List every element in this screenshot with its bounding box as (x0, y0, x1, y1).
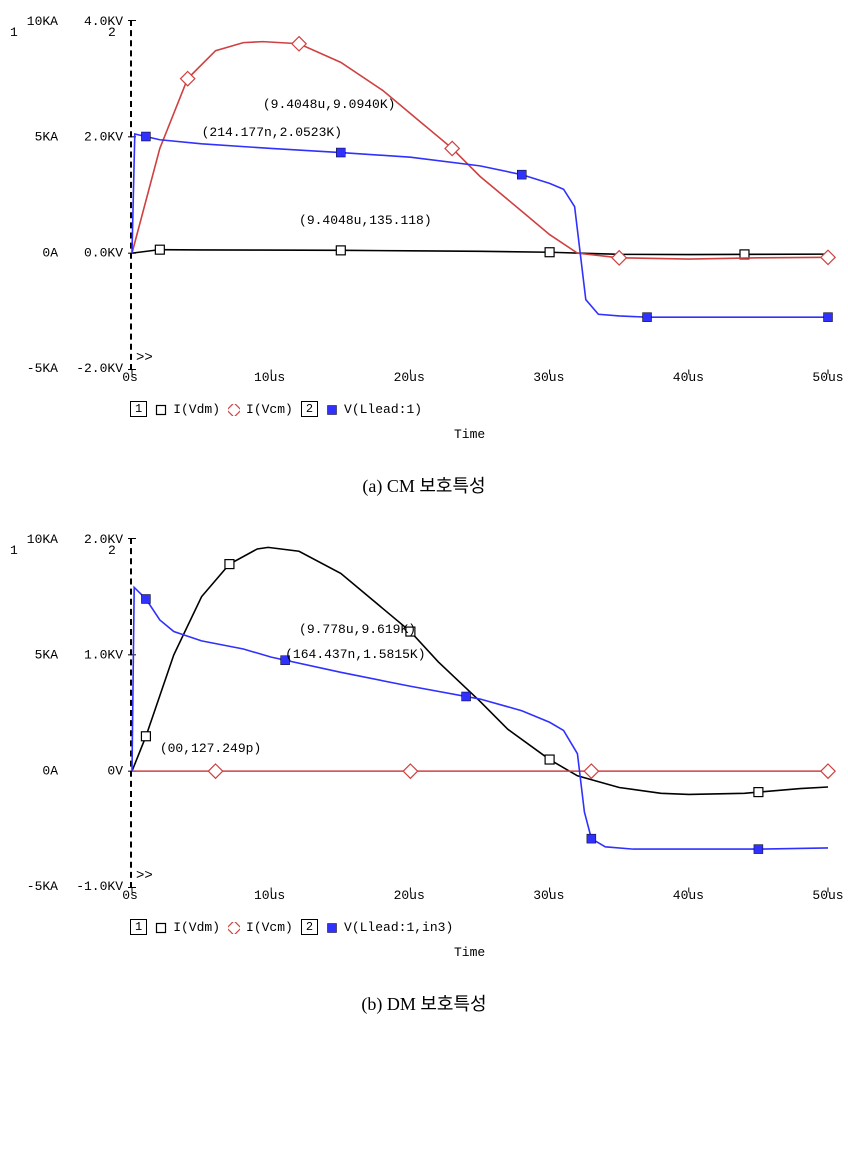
legend-label: I(Vdm) (173, 920, 220, 935)
y2-tick-label: -1.0KV (68, 879, 123, 894)
chart-b: 1 2 10KA 5KA 0A -5KA 2.0KV 1.0KV 0V -1.0… (0, 528, 848, 978)
y2-tick-label: 0V (68, 764, 123, 779)
x-tick-label: 10us (254, 370, 285, 385)
x-tick-label: 30us (533, 370, 564, 385)
legend-axis-box: 1 (130, 401, 147, 417)
chart-a: 1 2 10KA 5KA 0A -5KA 4.0KV 2.0KV 0.0KV -… (0, 10, 848, 460)
figure-container: 1 2 10KA 5KA 0A -5KA 4.0KV 2.0KV 0.0KV -… (0, 0, 848, 1056)
plot-area: >> (9.4048u,9.0940K) (214.177n,2.0523K) … (130, 20, 828, 370)
legend-label: V(Llead:1) (344, 402, 422, 417)
legend-marker-icon (326, 922, 336, 932)
x-axis-label: Time (454, 427, 485, 442)
legend-marker-icon (326, 404, 336, 414)
y1-tick-label: 5KA (3, 129, 58, 144)
plot-svg (132, 20, 828, 370)
y1-tick-label: -5KA (3, 879, 58, 894)
x-tick-label: 50us (812, 370, 843, 385)
y2-tick-label: 1.0KV (68, 647, 123, 662)
y1-tick-label: 10KA (3, 532, 58, 547)
legend-label: V(Llead:1,in3) (344, 920, 453, 935)
y1-tick-label: 0A (3, 246, 58, 261)
legend: 1 I(Vdm) I(Vcm) 2 V(Llead:1,in3) (130, 916, 828, 938)
x-tick-label: 30us (533, 888, 564, 903)
y1-tick-label: 10KA (3, 14, 58, 29)
x-tick-label: 50us (812, 888, 843, 903)
legend-axis-box: 2 (301, 919, 318, 935)
x-tick-label: 0s (122, 370, 138, 385)
y1-tick-label: -5KA (3, 361, 58, 376)
cursor-indicator: >> (136, 350, 153, 366)
legend-marker-icon (155, 922, 165, 932)
y2-axis: 4.0KV 2.0KV 0.0KV -2.0KV (65, 20, 125, 370)
x-tick-label: 10us (254, 888, 285, 903)
x-tick-label: 20us (394, 370, 425, 385)
legend-axis-box: 1 (130, 919, 147, 935)
legend-marker-icon (228, 922, 238, 932)
x-tick-label: 20us (394, 888, 425, 903)
legend-axis-box: 2 (301, 401, 318, 417)
cursor-indicator: >> (136, 868, 153, 884)
y1-tick-label: 5KA (3, 647, 58, 662)
x-tick-label: 40us (673, 370, 704, 385)
y2-tick-label: 2.0KV (68, 532, 123, 547)
caption-b: (b) DM 보호특성 (0, 990, 848, 1016)
legend-label: I(Vdm) (173, 402, 220, 417)
legend-marker-icon (228, 404, 238, 414)
y1-axis: 10KA 5KA 0A -5KA (0, 538, 60, 888)
x-tick-label: 0s (122, 888, 138, 903)
legend-label: I(Vcm) (246, 920, 293, 935)
x-tick-label: 40us (673, 888, 704, 903)
legend-marker-icon (155, 404, 165, 414)
y1-axis: 10KA 5KA 0A -5KA (0, 20, 60, 370)
x-axis: 0s 10us 20us 30us 40us 50us (130, 370, 828, 390)
x-axis: 0s 10us 20us 30us 40us 50us (130, 888, 828, 908)
y2-tick-label: 4.0KV (68, 14, 123, 29)
plot-svg (132, 538, 828, 888)
y2-tick-label: 2.0KV (68, 129, 123, 144)
caption-a: (a) CM 보호특성 (0, 472, 848, 498)
y1-tick-label: 0A (3, 764, 58, 779)
y2-tick-label: 0.0KV (68, 246, 123, 261)
legend: 1 I(Vdm) I(Vcm) 2 V(Llead:1) (130, 398, 828, 420)
y2-tick-label: -2.0KV (68, 361, 123, 376)
legend-label: I(Vcm) (246, 402, 293, 417)
plot-area: >> (9.778u,9.619K) (164.437n,1.5815K) (0… (130, 538, 828, 888)
x-axis-label: Time (454, 945, 485, 960)
y2-axis: 2.0KV 1.0KV 0V -1.0KV (65, 538, 125, 888)
